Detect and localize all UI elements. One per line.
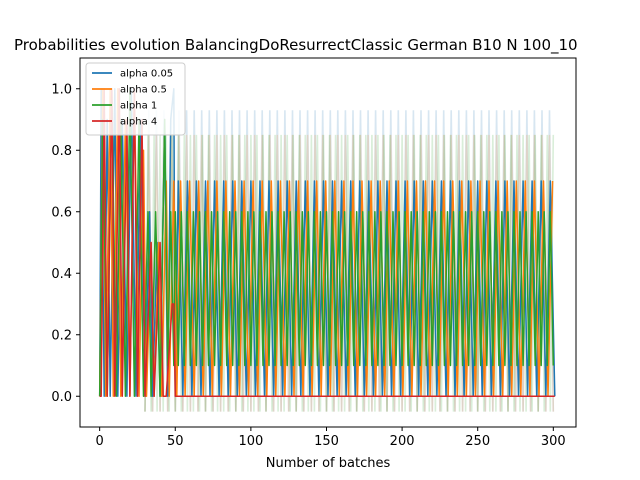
x-tick-label: 250: [465, 434, 490, 449]
x-tick-label: 150: [314, 434, 339, 449]
y-tick-label: 1.0: [51, 82, 72, 97]
legend-label: alpha 4: [120, 117, 157, 128]
x-tick-label: 0: [96, 434, 104, 449]
legend-box: [85, 62, 186, 136]
legend-label: alpha 1: [120, 101, 157, 112]
series-line-2: [98, 88, 555, 398]
series-line-3: [99, 88, 555, 398]
x-tick-label: 200: [390, 434, 415, 449]
legend: alpha 0.05 alpha 0.5 alpha 1 alpha 4: [85, 62, 186, 136]
band-trace-0: [144, 110, 555, 412]
x-axis-label: Number of batches: [266, 456, 391, 471]
y-tick-label: 0.4: [51, 267, 72, 282]
series-lines: [98, 88, 556, 398]
x-axis: 0 50 100 150 200 250 300: [96, 427, 566, 449]
legend-label: alpha 0.5: [120, 85, 167, 96]
y-tick-label: 0.8: [51, 144, 72, 159]
band-trace-1: [144, 134, 555, 412]
chart-title: Probabilities evolution BalancingDoResur…: [14, 36, 578, 55]
y-axis: 0.0 0.2 0.4 0.6 0.8 1.0: [51, 82, 80, 405]
y-tick-label: 0.2: [51, 328, 72, 343]
x-tick-label: 50: [167, 434, 184, 449]
plot-frame: [79, 57, 577, 428]
x-tick-label: 100: [238, 434, 263, 449]
legend-label: alpha 0.05: [120, 69, 173, 80]
y-tick-label: 0.6: [51, 205, 72, 220]
x-tick-label: 300: [541, 434, 566, 449]
y-tick-label: 0.0: [51, 390, 72, 405]
